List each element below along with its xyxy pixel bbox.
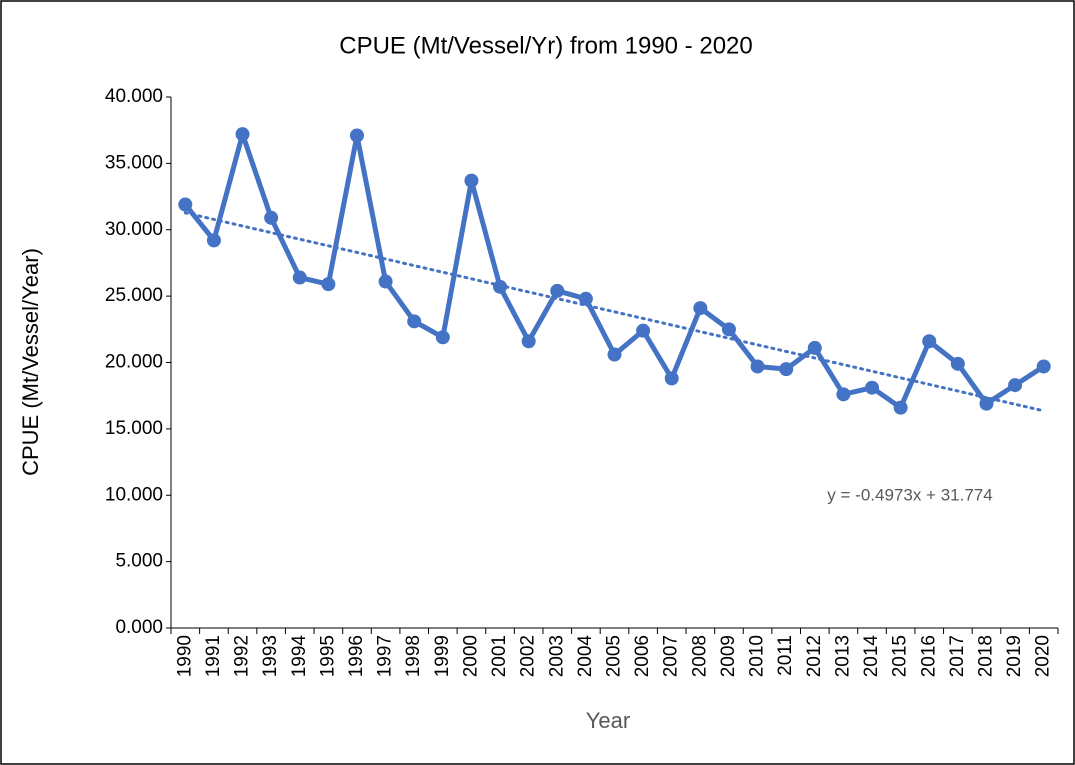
data-point [521, 334, 536, 349]
x-tick-label: 2016 [918, 635, 939, 677]
trendline [183, 211, 1046, 413]
x-tick-label: 2003 [546, 635, 567, 677]
y-tick-label: 35.000 [105, 152, 163, 173]
y-tick-label: 30.000 [105, 219, 163, 240]
data-point [206, 233, 221, 248]
data-point [550, 283, 565, 298]
y-tick-label: 20.000 [105, 352, 163, 373]
data-point [1036, 359, 1051, 374]
y-tick-label: 10.000 [105, 484, 163, 505]
x-axis-label: Year [586, 708, 630, 733]
x-tick-label: 1996 [346, 635, 367, 677]
data-point [779, 362, 794, 377]
x-tick-label: 1999 [432, 635, 453, 677]
data-point [235, 127, 250, 142]
data-point [721, 322, 736, 337]
x-tick-label: 2020 [1033, 635, 1054, 677]
x-tick-label: 2017 [947, 635, 968, 677]
data-point [378, 274, 393, 289]
x-tick-label: 2011 [775, 635, 796, 676]
y-tick-label: 0.000 [115, 617, 163, 638]
x-tick-label: 2018 [975, 635, 996, 677]
x-tick-label: 1992 [232, 635, 253, 677]
data-point [578, 291, 593, 306]
x-tick-label: 1994 [289, 635, 310, 678]
x-tick-label: 2008 [689, 635, 710, 677]
data-point [321, 277, 336, 292]
data-point [464, 173, 479, 188]
chart-title: CPUE (Mt/Vessel/Yr) from 1990 - 2020 [339, 32, 752, 59]
data-point [435, 330, 450, 345]
y-tick-label: 5.000 [115, 551, 163, 572]
data-point [865, 380, 880, 395]
data-point [636, 323, 651, 338]
trendline-equation: y = -0.4973x + 31.774 [827, 485, 992, 504]
data-point [836, 387, 851, 402]
x-tick-label: 2019 [1004, 635, 1025, 677]
x-tick-label: 2012 [804, 635, 825, 677]
data-point [693, 301, 708, 316]
data-point [664, 371, 679, 386]
x-tick-label: 2002 [518, 635, 539, 677]
x-tick-label: 1998 [403, 635, 424, 677]
data-point [349, 128, 364, 143]
x-tick-label: 2015 [890, 635, 911, 677]
data-point [178, 197, 193, 212]
x-tick-label: 2010 [747, 635, 768, 677]
data-point [1008, 378, 1023, 393]
data-point [979, 396, 994, 411]
x-tick-label: 2009 [718, 635, 739, 677]
x-tick-label: 2005 [604, 635, 625, 677]
x-tick-label: 2006 [632, 635, 653, 677]
x-tick-label: 2004 [575, 635, 596, 678]
data-point [493, 279, 508, 294]
x-tick-label: 2013 [832, 635, 853, 677]
data-point [264, 210, 279, 225]
data-point [292, 270, 307, 285]
data-point [950, 356, 965, 371]
y-tick-label: 40.000 [105, 86, 163, 107]
data-point [893, 400, 908, 415]
data-point [407, 314, 422, 329]
x-tick-label: 1990 [174, 635, 195, 677]
y-tick-label: 25.000 [105, 285, 163, 306]
y-axis-label: CPUE (Mt/Vessel/Year) [18, 248, 43, 476]
x-tick-label: 2007 [661, 635, 682, 677]
x-tick-label: 1991 [203, 635, 224, 677]
x-tick-label: 2001 [489, 635, 510, 677]
x-tick-label: 1997 [375, 635, 396, 677]
data-point [750, 359, 765, 374]
x-tick-label: 2014 [861, 635, 882, 678]
data-point [922, 334, 937, 349]
y-tick-label: 15.000 [105, 418, 163, 439]
x-tick-label: 2000 [460, 635, 481, 677]
data-point [607, 347, 622, 362]
x-tick-label: 1993 [260, 635, 281, 677]
x-tick-label: 1995 [317, 635, 338, 677]
data-point [807, 340, 822, 355]
